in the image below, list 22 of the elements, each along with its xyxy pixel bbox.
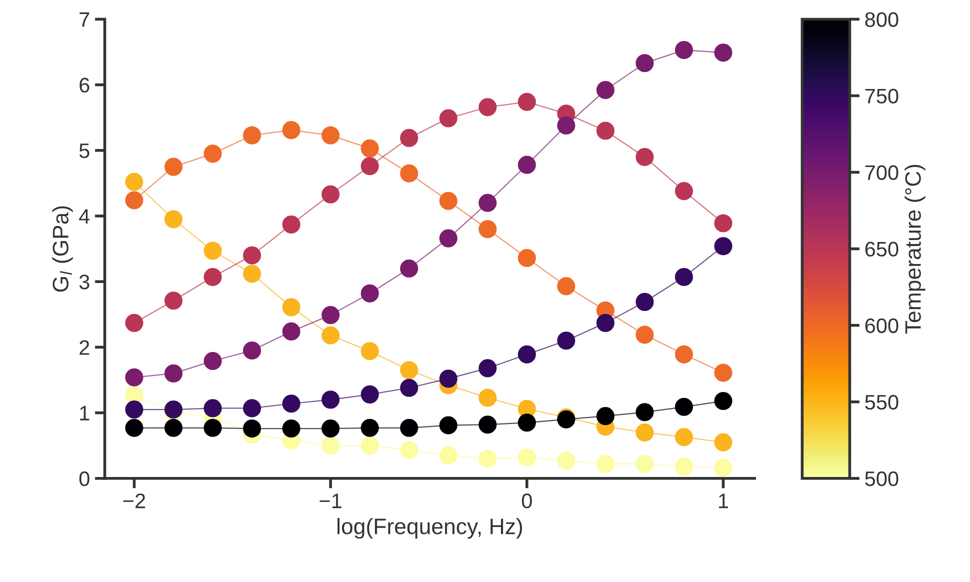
color-bar-label: 600 bbox=[865, 318, 898, 334]
y-tick-label: 2 bbox=[80, 340, 90, 355]
x-tick-label: 0 bbox=[522, 494, 532, 508]
color-bar-label: 650 bbox=[865, 242, 898, 257]
color-bar-label: 500 bbox=[865, 471, 898, 486]
y-tick-label: 1 bbox=[80, 406, 90, 420]
x-tick-label: −1 bbox=[320, 494, 342, 508]
y-axis-title: G$_{l}$ (GPa) bbox=[52, 206, 73, 292]
color-bar-label: 750 bbox=[865, 88, 898, 104]
y-tick-label: 3 bbox=[79, 274, 90, 290]
y-tick-label: 7 bbox=[80, 12, 90, 27]
color-bar-label: 800 bbox=[865, 12, 898, 27]
y-tick-label: 4 bbox=[79, 209, 90, 224]
color-bar-label: 550 bbox=[865, 394, 898, 410]
color-bar-label: 700 bbox=[865, 165, 898, 180]
x-tick-label: 1 bbox=[719, 494, 728, 508]
x-tick-label: −2 bbox=[123, 494, 146, 508]
y-tick-label: 0 bbox=[79, 471, 90, 486]
color-bar-title: Temperature (°C) bbox=[904, 164, 926, 334]
x-axis-title: log(Frequency, Hz) bbox=[338, 518, 522, 539]
y-tick-label: 5 bbox=[79, 144, 90, 158]
y-tick-label: 6 bbox=[80, 78, 90, 93]
